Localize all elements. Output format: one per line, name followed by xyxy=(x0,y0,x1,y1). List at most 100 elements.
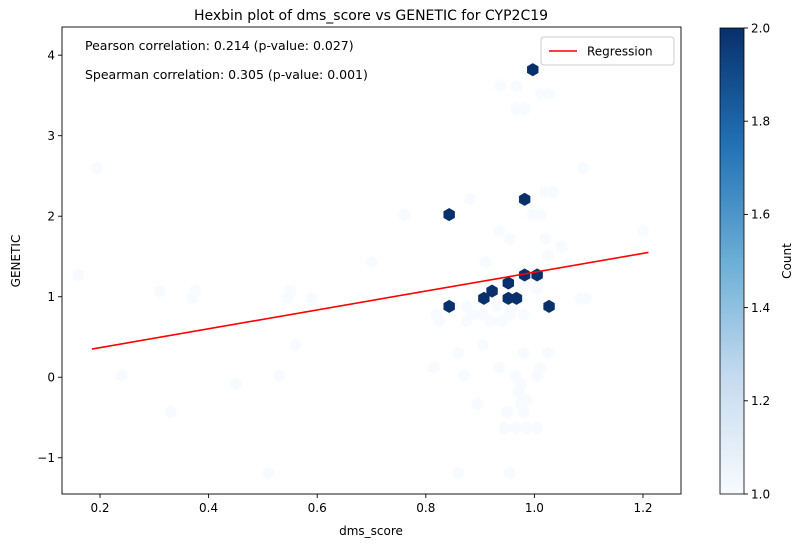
hexbin-count-1 xyxy=(547,185,560,199)
hexbin-count-1 xyxy=(501,405,513,419)
hexbin-count-1 xyxy=(510,79,523,93)
hexbin-count-1 xyxy=(490,299,503,313)
hexbin-count-1 xyxy=(289,338,302,352)
colorbar-tick-label: 1.8 xyxy=(751,115,770,129)
colorbar-tick-label: 1.2 xyxy=(751,394,770,408)
hexbin-count-1 xyxy=(72,268,84,282)
x-axis-ticks: 0.2 0.4 0.6 0.8 1.0 1.2 xyxy=(90,494,653,515)
hexbin-count-1 xyxy=(154,284,166,298)
hexbin-count-1 xyxy=(577,161,589,175)
hexbin-count-1 xyxy=(464,192,477,206)
y-axis-ticks: −1 0 1 2 3 4 xyxy=(37,48,62,465)
colorbar-ticks: 1.0 1.2 1.4 1.6 1.8 2.0 xyxy=(744,21,770,501)
hexbin-count-1 xyxy=(273,369,285,383)
x-tick-label: 0.8 xyxy=(416,501,435,515)
y-axis-label: GENETIC xyxy=(9,235,23,288)
hexbin-count-2 xyxy=(510,291,523,305)
legend-regression-label: Regression xyxy=(587,45,653,59)
y-tick-label: 4 xyxy=(47,48,55,62)
hexbin-count-1 xyxy=(517,346,530,360)
hexbin-count-1 xyxy=(494,79,506,93)
hexbin-count-1 xyxy=(531,282,543,296)
hexbin-count-1 xyxy=(504,466,516,480)
chart-title: Hexbin plot of dms_score vs GENETIC for … xyxy=(194,8,548,24)
colorbar-tick-label: 1.0 xyxy=(751,487,770,501)
hexbin-count-1 xyxy=(477,338,489,352)
hexbin-count-1 xyxy=(498,421,511,435)
hexbin-count-1 xyxy=(164,405,177,419)
colorbar-tick-label: 1.6 xyxy=(751,208,770,222)
hexbin-count-2 xyxy=(527,63,539,77)
hexbin-count-1 xyxy=(458,369,470,383)
hexbin-count-1 xyxy=(186,291,199,305)
hexbin-count-1 xyxy=(496,314,508,328)
hexbin-count-2 xyxy=(486,284,498,298)
hexbin-count-2 xyxy=(518,192,531,206)
spearman-annotation: Spearman correlation: 0.305 (p-value: 0.… xyxy=(85,67,368,82)
hexbin-count-1 xyxy=(539,232,551,246)
hexbin-count-1 xyxy=(580,291,592,305)
legend-box xyxy=(540,36,675,66)
colorbar xyxy=(719,27,745,495)
hexbin-count-1 xyxy=(518,102,531,116)
x-tick-label: 1.2 xyxy=(633,501,652,515)
hexbin-count-1 xyxy=(504,232,516,246)
y-tick-label: 3 xyxy=(47,129,55,143)
hexbin-count-1 xyxy=(116,369,128,383)
hexbin-count-1 xyxy=(512,385,524,399)
hexbin-count-1 xyxy=(471,397,484,411)
regression-line xyxy=(91,251,649,350)
hexbin-count-1 xyxy=(517,307,530,322)
hexbin-count-1 xyxy=(531,369,543,383)
hexbin-count-1 xyxy=(452,346,465,360)
hexbin-count-2 xyxy=(518,268,531,282)
hexbin-count-1 xyxy=(452,466,465,480)
hexbin-count-2 xyxy=(443,299,455,313)
hexbin-count-1 xyxy=(542,346,554,360)
hexbin-count-1 xyxy=(230,377,242,391)
hexbin-count-1 xyxy=(262,466,275,480)
hexbin-count-1 xyxy=(535,208,547,222)
colorbar-label: Count xyxy=(780,243,794,279)
hexbin-count-1 xyxy=(91,161,103,175)
y-tick-label: 1 xyxy=(47,290,55,304)
hexbin-count-2 xyxy=(543,299,555,313)
colorbar-tick-label: 2.0 xyxy=(751,21,770,35)
hexbin-count-2 xyxy=(478,291,490,305)
x-tick-label: 0.2 xyxy=(90,501,109,515)
hexbin-count-1 xyxy=(365,255,378,269)
colorbar-tick-label: 1.4 xyxy=(751,301,770,315)
hexbin-layer xyxy=(72,63,649,480)
y-tick-label: −1 xyxy=(37,451,55,465)
hexbin-count-1 xyxy=(637,224,649,238)
hexbin-count-1 xyxy=(520,421,532,435)
y-tick-label: 2 xyxy=(47,210,55,224)
hexbin-count-1 xyxy=(493,361,505,375)
pearson-annotation: Pearson correlation: 0.214 (p-value: 0.0… xyxy=(85,38,354,53)
hexbin-count-1 xyxy=(281,291,294,305)
hexbin-count-1 xyxy=(555,240,568,254)
y-tick-label: 0 xyxy=(47,371,55,385)
hexbin-count-1 xyxy=(460,314,473,328)
x-axis-label: dms_score xyxy=(339,524,403,538)
hexbin-count-1 xyxy=(428,361,440,375)
x-tick-label: 1.0 xyxy=(525,501,544,515)
hexbin-count-1 xyxy=(479,255,492,269)
hexbin-count-1 xyxy=(561,257,573,272)
hexbin-count-2 xyxy=(443,208,455,222)
hexbin-count-1 xyxy=(398,208,410,222)
hexbin-count-1 xyxy=(517,405,530,419)
hexbin-count-1 xyxy=(509,421,522,435)
hexbin-count-1 xyxy=(531,421,543,435)
plot-frame xyxy=(61,26,682,495)
hexbin-count-1 xyxy=(306,291,318,305)
x-tick-label: 0.6 xyxy=(308,501,327,515)
legend: Regression xyxy=(540,36,675,66)
hexbin-count-1 xyxy=(542,248,554,262)
hexbin-count-1 xyxy=(493,224,505,238)
hexbin-count-1 xyxy=(433,314,446,328)
x-tick-label: 0.4 xyxy=(199,501,218,515)
hexbin-count-1 xyxy=(543,87,555,101)
hexbin-count-2 xyxy=(502,276,515,290)
